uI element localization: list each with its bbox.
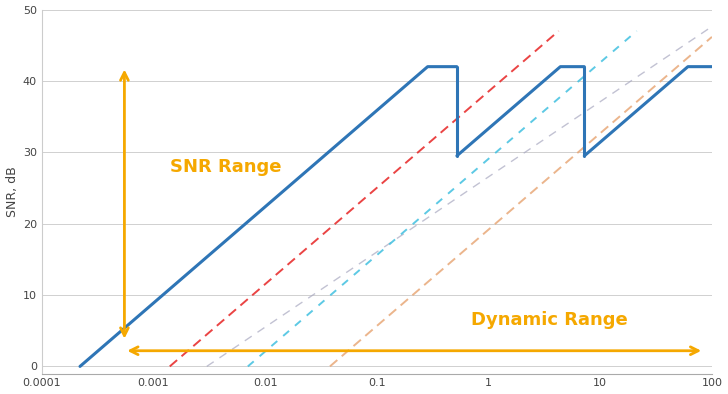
Y-axis label: SNR, dB: SNR, dB [6, 166, 18, 217]
Text: Dynamic Range: Dynamic Range [471, 311, 628, 329]
Text: SNR Range: SNR Range [170, 158, 281, 176]
